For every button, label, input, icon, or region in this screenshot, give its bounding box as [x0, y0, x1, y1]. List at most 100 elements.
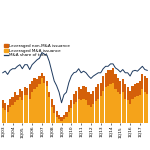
- Bar: [53, 105, 55, 123]
- Bar: [56, 111, 58, 123]
- Bar: [41, 73, 43, 123]
- Bar: [68, 112, 70, 123]
- Bar: [31, 92, 33, 123]
- Bar: [58, 115, 60, 123]
- Bar: [114, 89, 117, 123]
- Bar: [82, 86, 85, 123]
- Bar: [102, 76, 104, 123]
- Bar: [4, 110, 6, 123]
- Bar: [109, 70, 112, 123]
- Bar: [65, 112, 68, 123]
- M&A share of total: [41, 52, 43, 53]
- Bar: [60, 121, 63, 123]
- Bar: [2, 100, 4, 123]
- Bar: [4, 103, 6, 123]
- Bar: [9, 99, 11, 123]
- Bar: [58, 119, 60, 123]
- Bar: [75, 91, 77, 123]
- Bar: [87, 92, 90, 123]
- Bar: [38, 84, 41, 123]
- Bar: [92, 103, 94, 123]
- Bar: [9, 107, 11, 123]
- Bar: [65, 117, 68, 123]
- Bar: [73, 94, 75, 123]
- Bar: [122, 79, 124, 123]
- Bar: [136, 96, 139, 123]
- Bar: [38, 76, 41, 123]
- Legend: Leveraged non-M&A issuance, Leveraged M&A issuance, M&A share of total: Leveraged non-M&A issuance, Leveraged M&…: [4, 44, 70, 57]
- Bar: [105, 73, 107, 123]
- Bar: [114, 74, 117, 123]
- Bar: [19, 97, 21, 123]
- Bar: [14, 92, 16, 123]
- Bar: [24, 87, 26, 123]
- Bar: [36, 87, 38, 123]
- Bar: [141, 74, 144, 123]
- Bar: [51, 99, 53, 123]
- Bar: [95, 101, 97, 123]
- Bar: [21, 91, 23, 123]
- Bar: [63, 119, 65, 123]
- Bar: [87, 105, 90, 123]
- Bar: [43, 76, 45, 123]
- Bar: [16, 95, 19, 123]
- Bar: [11, 97, 14, 123]
- Bar: [80, 89, 82, 123]
- Bar: [33, 89, 36, 123]
- Bar: [129, 91, 131, 123]
- Bar: [139, 95, 141, 123]
- Bar: [56, 117, 58, 123]
- Bar: [78, 87, 80, 123]
- Bar: [36, 79, 38, 123]
- Bar: [90, 107, 92, 123]
- Bar: [60, 117, 63, 123]
- Bar: [26, 88, 28, 123]
- Bar: [124, 99, 126, 123]
- Bar: [16, 100, 19, 123]
- Bar: [97, 99, 99, 123]
- Bar: [112, 82, 114, 123]
- M&A share of total: [39, 57, 40, 59]
- Bar: [21, 100, 23, 123]
- Bar: [73, 103, 75, 123]
- Bar: [136, 82, 139, 123]
- Bar: [90, 94, 92, 123]
- Bar: [24, 95, 26, 123]
- Bar: [63, 115, 65, 123]
- Bar: [144, 92, 146, 123]
- Bar: [127, 87, 129, 123]
- Bar: [53, 113, 55, 123]
- Bar: [85, 100, 87, 123]
- Bar: [109, 84, 112, 123]
- Bar: [51, 107, 53, 123]
- Bar: [31, 81, 33, 123]
- Bar: [105, 87, 107, 123]
- Bar: [82, 99, 85, 123]
- Bar: [112, 68, 114, 123]
- Bar: [92, 91, 94, 123]
- Bar: [107, 86, 109, 123]
- Bar: [117, 92, 119, 123]
- M&A share of total: [146, 69, 148, 71]
- M&A share of total: [97, 72, 99, 74]
- Line: M&A share of total: M&A share of total: [3, 52, 147, 103]
- Bar: [14, 102, 16, 123]
- Bar: [131, 86, 134, 123]
- Bar: [46, 81, 48, 123]
- Bar: [97, 84, 99, 123]
- Bar: [85, 87, 87, 123]
- M&A share of total: [26, 64, 28, 66]
- M&A share of total: [46, 54, 48, 56]
- Bar: [19, 89, 21, 123]
- M&A share of total: [53, 80, 55, 82]
- Bar: [146, 94, 148, 123]
- Bar: [48, 92, 50, 123]
- Bar: [33, 78, 36, 123]
- Bar: [117, 78, 119, 123]
- Bar: [122, 92, 124, 123]
- Bar: [68, 105, 70, 123]
- Bar: [2, 108, 4, 123]
- M&A share of total: [51, 70, 53, 72]
- Bar: [43, 82, 45, 123]
- Bar: [28, 99, 31, 123]
